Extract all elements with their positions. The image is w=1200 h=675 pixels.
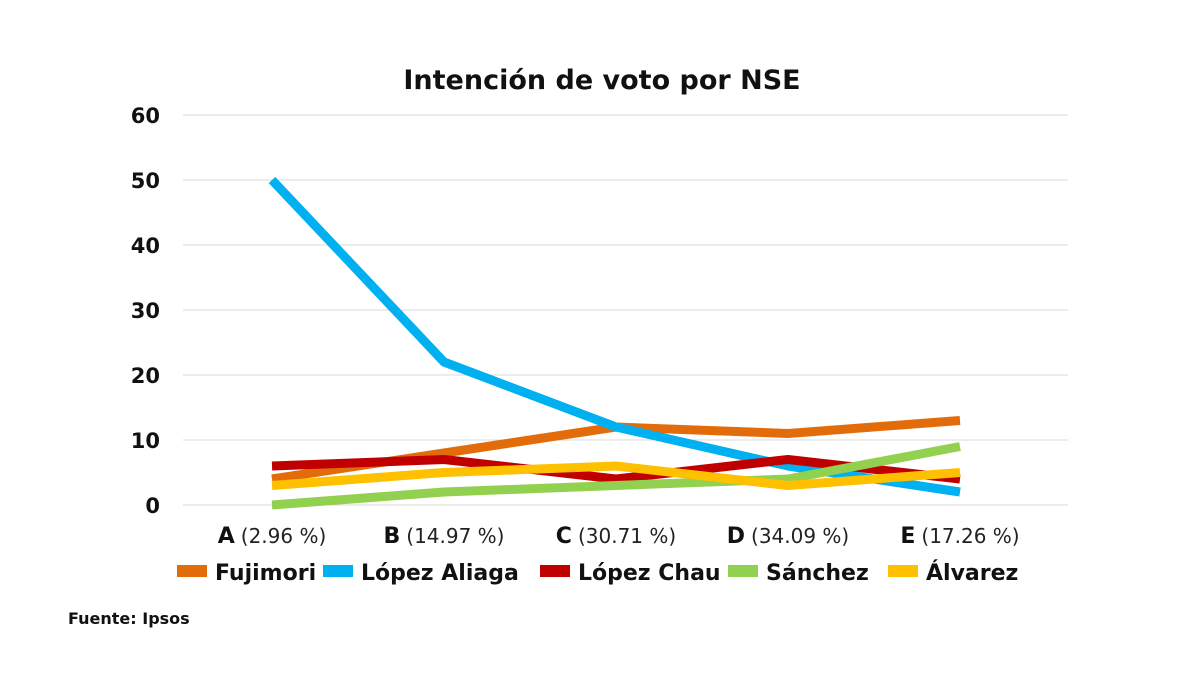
x-category-code: B [383, 524, 400, 549]
x-category-share: (30.71 %) [578, 524, 676, 548]
series-lines [268, 176, 961, 510]
x-category-label: A (2.96 %) [218, 524, 327, 549]
legend-label: López Chau [578, 561, 721, 586]
y-tick-label: 30 [131, 299, 160, 323]
legend-swatch-3 [540, 565, 570, 577]
legend-label: Sánchez [766, 561, 869, 586]
x-category-share: (14.97 %) [406, 524, 504, 548]
x-category-label: C (30.71 %) [556, 524, 676, 549]
y-axis-ticks: 0 10 20 30 40 50 60 [131, 104, 160, 518]
series-line-sánchez [271, 442, 961, 510]
x-category-label: E (17.26 %) [900, 524, 1019, 549]
legend-swatch-1 [177, 565, 207, 577]
series-line-álvarez [271, 461, 961, 490]
y-tick-label: 0 [145, 494, 160, 518]
grid-lines [183, 114, 1068, 506]
x-category-code: D [727, 524, 745, 549]
x-category-label: B (14.97 %) [383, 524, 504, 549]
y-tick-label: 60 [131, 104, 160, 128]
source-note: Fuente: Ipsos [68, 609, 190, 628]
y-tick-label: 10 [131, 429, 160, 453]
legend-swatch-5 [888, 565, 918, 577]
x-category-code: C [556, 524, 572, 549]
x-category-code: A [218, 524, 235, 549]
y-tick-label: 50 [131, 169, 160, 193]
x-category-label: D (34.09 %) [727, 524, 850, 549]
legend-label: Fujimori [215, 561, 316, 586]
legend-label: Álvarez [926, 560, 1018, 586]
x-category-share: (17.26 %) [921, 524, 1019, 548]
y-tick-label: 20 [131, 364, 160, 388]
x-category-share: (34.09 %) [751, 524, 849, 548]
legend-swatch-2 [323, 565, 353, 577]
y-tick-label: 40 [131, 234, 160, 258]
legend: Fujimori López Aliaga López Chau Sánchez Álv… [177, 560, 1018, 586]
series-line-lópez-aliaga [268, 176, 961, 497]
chart-title: Intención de voto por NSE [403, 65, 800, 96]
legend-swatch-4 [728, 565, 758, 577]
legend-label: López Aliaga [361, 561, 519, 586]
x-axis-categories: A (2.96 %) B (14.97 %) C (30.71 %) D (34.09 %) E… [218, 524, 1020, 549]
x-category-share: (2.96 %) [241, 524, 327, 548]
x-category-code: E [900, 524, 915, 549]
